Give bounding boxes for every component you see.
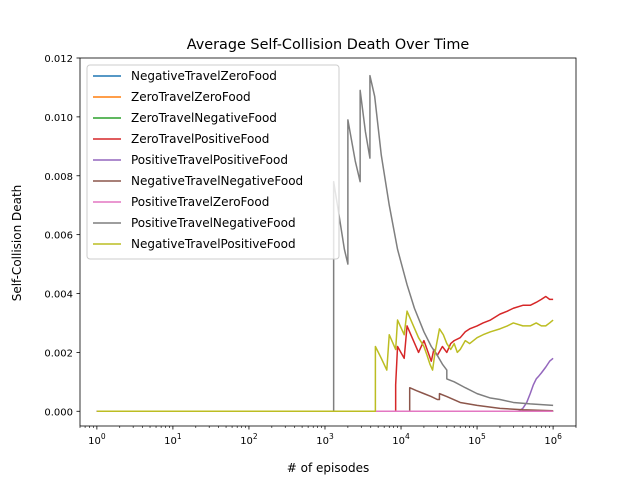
x-tick-label: 104 xyxy=(392,432,410,447)
x-tick-label: 102 xyxy=(240,432,258,447)
legend-label: PositiveTravelPositiveFood xyxy=(131,153,288,167)
y-tick-label: 0.002 xyxy=(44,348,73,359)
y-tick-label: 0.010 xyxy=(44,113,73,124)
plot-lines xyxy=(96,74,554,413)
series-line xyxy=(96,74,554,413)
y-tick-label: 0.006 xyxy=(44,231,73,242)
legend-label: ZeroTravelPositiveFood xyxy=(131,132,269,146)
legend-box xyxy=(86,64,340,260)
x-tick-label: 105 xyxy=(468,432,486,447)
series-line xyxy=(96,357,554,413)
legend-label: PositiveTravelZeroFood xyxy=(131,195,269,209)
y-tick-label: 0.000 xyxy=(44,407,73,418)
series-line xyxy=(96,310,554,413)
legend-label: ZeroTravelNegativeFood xyxy=(131,111,277,125)
legend-label: NegativeTravelZeroFood xyxy=(131,69,277,83)
legend-label: PositiveTravelNegativeFood xyxy=(131,216,296,230)
y-tick-label: 0.004 xyxy=(44,290,73,301)
legend-label: NegativeTravelPositiveFood xyxy=(131,237,296,251)
x-tick-label: 100 xyxy=(88,432,106,447)
chart-title: Average Self-Collision Death Over Time xyxy=(187,37,470,53)
legend-label: NegativeTravelNegativeFood xyxy=(131,174,303,188)
y-axis: 0.000 0.002 0.004 0.006 0.008 0.010 0.012 xyxy=(44,54,80,418)
series-line xyxy=(96,295,554,413)
series-line xyxy=(96,386,554,413)
x-axis-label: # of episodes xyxy=(287,461,369,475)
x-axis: 100 101 102 103 104 105 106 xyxy=(79,426,577,447)
y-axis-label: Self-Collision Death xyxy=(10,185,24,302)
x-tick-label: 101 xyxy=(164,432,182,447)
legend: NegativeTravelZeroFood ZeroTravelZeroFood… xyxy=(86,64,340,260)
x-tick-label: 103 xyxy=(316,432,334,447)
y-tick-label: 0.012 xyxy=(44,54,73,65)
legend-label: ZeroTravelZeroFood xyxy=(131,90,251,104)
x-tick-label: 106 xyxy=(544,432,562,447)
y-tick-label: 0.008 xyxy=(44,172,73,183)
plot-frame xyxy=(79,57,577,427)
